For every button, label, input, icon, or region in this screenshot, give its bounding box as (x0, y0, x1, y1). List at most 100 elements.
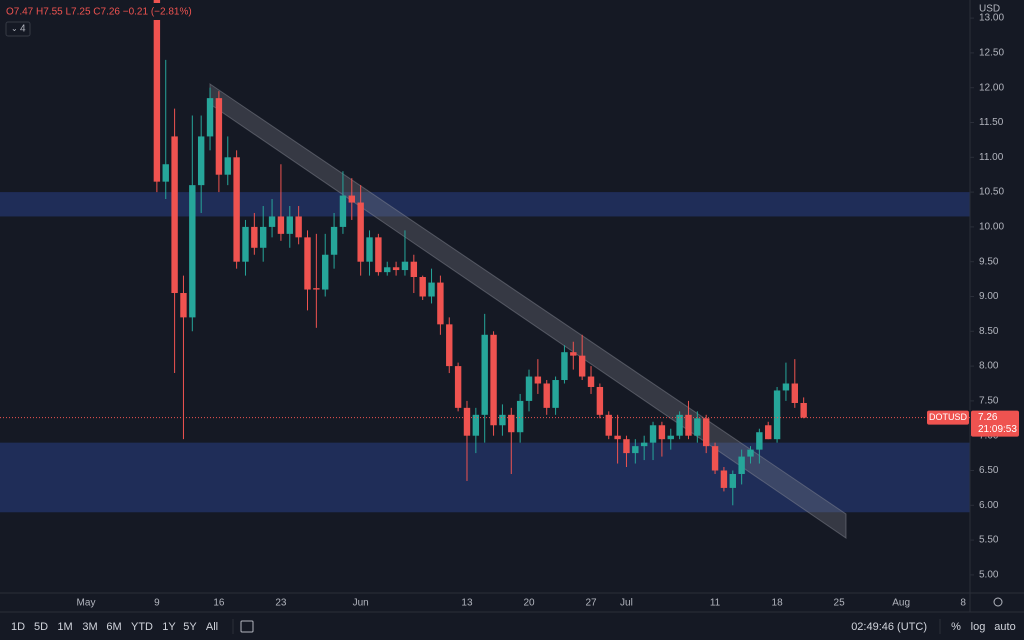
candle-body (304, 237, 311, 290)
percent-toggle[interactable]: % (951, 621, 961, 633)
candle-body (215, 98, 223, 175)
candle-body (703, 418, 710, 447)
x-tick-label: Jun (353, 598, 369, 609)
clock: 02:49:46 (UTC) (851, 621, 927, 633)
candle-body (534, 376, 542, 384)
y-tick-label: 13.00 (979, 13, 1004, 24)
range-button[interactable]: 6M (106, 621, 121, 633)
candle-body (472, 414, 480, 436)
legend-bg (4, 3, 204, 20)
candle-body (791, 383, 798, 403)
candle-body (463, 407, 471, 436)
candle-body (197, 136, 205, 186)
range-button[interactable]: 5D (34, 621, 48, 633)
candle-body (490, 334, 497, 426)
candle-body (313, 288, 320, 290)
candle-body (525, 376, 533, 401)
candle-body (153, 0, 161, 182)
candle-body (694, 418, 701, 436)
symbol-label: DOTUSD (929, 412, 968, 422)
candle-body (260, 226, 267, 248)
candle-body (499, 414, 506, 426)
candle-body (552, 380, 559, 408)
candle-body (375, 237, 382, 273)
candle-body (765, 425, 772, 440)
candle-body (605, 414, 612, 436)
log-toggle[interactable]: log (971, 621, 986, 633)
axes: 5.005.506.006.507.007.508.008.509.009.50… (0, 13, 1019, 609)
toolbar: 1D 5D 1M 3M 6M YTD 1Y 5Y All 02:49:46 (UTC)% log au… (11, 621, 1016, 633)
candle-body (428, 282, 435, 297)
range-button[interactable]: 5Y (183, 621, 197, 633)
auto-toggle[interactable]: auto (994, 621, 1015, 633)
x-tick-label: 11 (710, 598, 721, 609)
range-button[interactable]: 1Y (162, 621, 176, 633)
range-button[interactable]: 3M (82, 621, 97, 633)
range-button[interactable]: All (206, 621, 218, 633)
candle-body (277, 216, 285, 234)
candle-body (747, 449, 754, 457)
candles (153, 0, 807, 506)
indicator-count: 4 (20, 24, 26, 35)
candle-body (384, 267, 391, 273)
y-tick-label: 10.50 (979, 187, 1004, 198)
candle-body (587, 376, 595, 387)
indicator-toggle[interactable] (5, 21, 31, 37)
calendar-icon[interactable] (240, 620, 254, 633)
candle-body (685, 414, 692, 436)
candle-body (392, 267, 400, 271)
candle-body (401, 261, 409, 271)
candle-body (658, 425, 666, 440)
y-tick-label: 11.50 (979, 117, 1004, 128)
candle-body (348, 195, 355, 203)
range-button[interactable]: 1M (57, 621, 72, 633)
candle-body (720, 470, 728, 488)
candle-body (516, 400, 524, 433)
candle-body (162, 164, 169, 182)
candle-body (508, 414, 515, 433)
settings-icon[interactable] (993, 597, 1003, 607)
symbol-tag (927, 410, 969, 425)
y-tick-label: 12.50 (979, 48, 1004, 59)
y-tick-label: 11.00 (979, 152, 1004, 163)
candle-body (286, 216, 293, 234)
candle-body (570, 352, 577, 356)
x-tick-label: 9 (154, 598, 160, 609)
candle-body (640, 442, 648, 447)
range-button[interactable]: 1D (11, 621, 25, 633)
candle-body (667, 435, 674, 440)
x-tick-label: Aug (892, 598, 910, 609)
y-tick-label: 10.00 (979, 222, 1004, 233)
candle-body (339, 195, 347, 227)
candle-body (561, 352, 568, 381)
candle-body (614, 435, 621, 440)
ohlc-legend: O7.47 H7.55 L7.25 C7.26 −0.21 (−2.81%) (6, 7, 192, 18)
candle-body (437, 282, 444, 325)
candle-body (251, 226, 258, 248)
x-tick-label: 20 (523, 598, 535, 609)
zone (0, 192, 970, 217)
candle-body (366, 237, 373, 262)
candle-body (180, 293, 187, 318)
candle-body (711, 446, 719, 471)
candle-body (242, 226, 249, 262)
y-tick-label: 7.50 (979, 396, 999, 407)
y-tick-label: 5.00 (979, 570, 999, 581)
y-tick-label: 6.00 (979, 500, 999, 511)
candle-body (481, 334, 488, 415)
last-price-label: 7.26 (978, 412, 998, 423)
indicator-arrow: ⌄ (11, 24, 18, 33)
y-tick-label: 12.00 (979, 82, 1004, 93)
candle-body (738, 456, 745, 474)
x-tick-label: 16 (213, 598, 225, 609)
price-tag (971, 410, 1019, 437)
candle-body (649, 425, 657, 443)
x-tick-label: 23 (275, 598, 287, 609)
candle-body (756, 432, 763, 450)
candle-body (543, 383, 550, 408)
candle-body (729, 473, 736, 488)
range-button[interactable]: YTD (131, 621, 153, 633)
candle-body (800, 402, 807, 418)
